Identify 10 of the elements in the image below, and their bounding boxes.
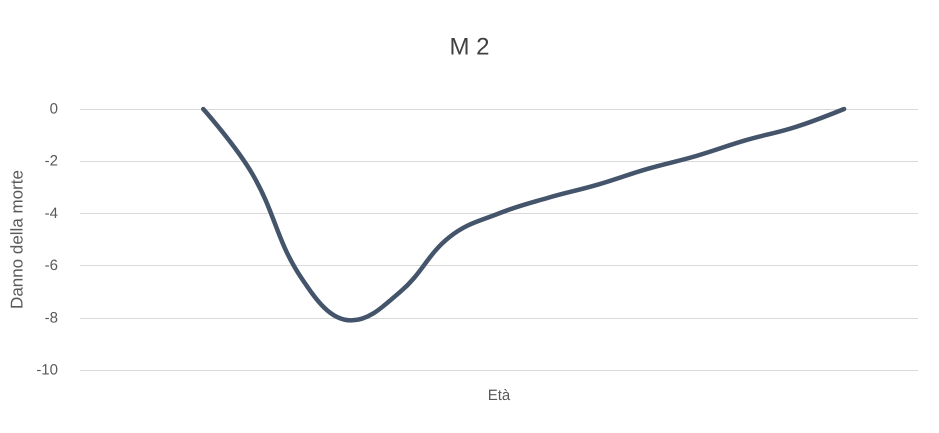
y-tick-label: -4 (44, 204, 58, 222)
y-tick-label: -6 (44, 257, 58, 274)
x-axis-title: Età (488, 387, 511, 404)
chart-title: M 2 (449, 34, 490, 60)
y-tick-label: -2 (44, 152, 58, 170)
y-axis-title: Danno della morte (7, 170, 26, 309)
y-tick-label: 0 (50, 100, 58, 118)
y-tick-label: -8 (44, 309, 58, 326)
line-series (200, 106, 846, 323)
y-tick-label: -10 (36, 362, 58, 378)
